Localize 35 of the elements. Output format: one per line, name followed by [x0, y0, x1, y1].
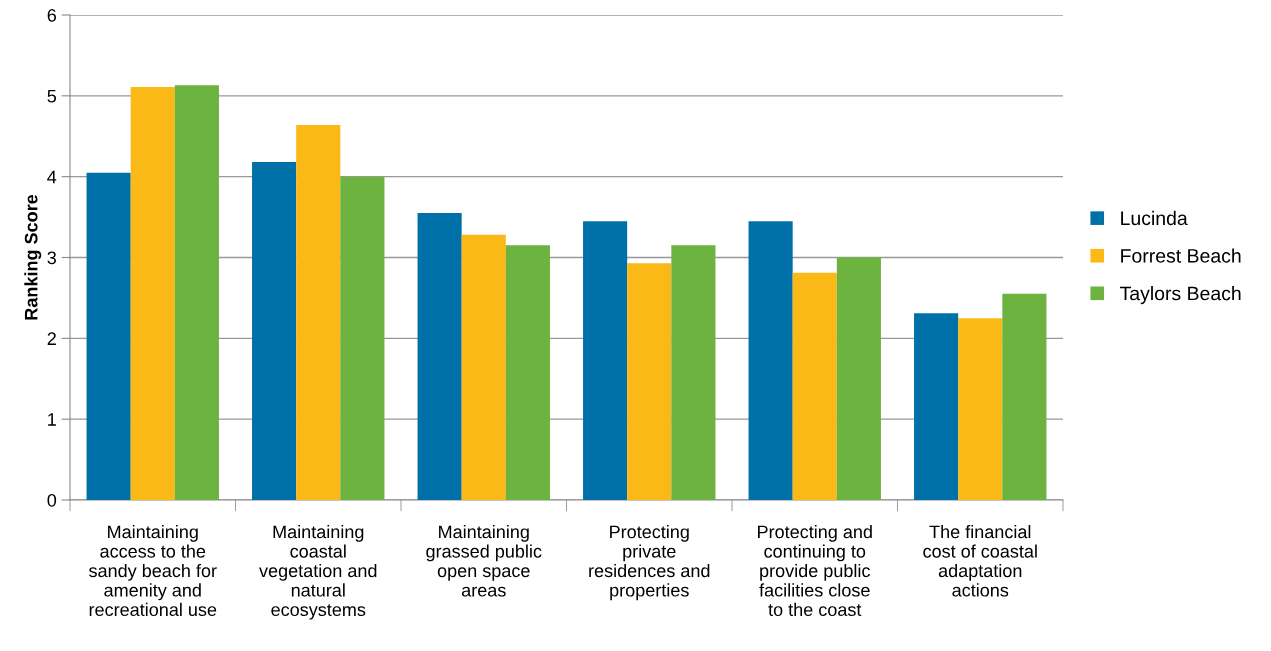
bar: [86, 172, 131, 500]
x-tick-label: Protecting and continuing to provide public facilities close to the coast: [758, 525, 872, 617]
x-tick-label: Protecting private residences and properties: [589, 525, 710, 601]
y-tick-label: 2: [47, 332, 56, 345]
y-tick-label: 0: [47, 493, 57, 507]
legend-label: Forrest Beach: [1121, 248, 1241, 263]
bar: [748, 221, 793, 500]
y-tick-label: 3: [47, 251, 57, 265]
bar: [627, 263, 672, 500]
bar: [296, 124, 341, 500]
x-tick-label: The financial cost of coastal adaptation actions: [923, 525, 1037, 597]
y-tick-label: 1: [48, 413, 56, 426]
bar: [958, 318, 1003, 500]
bar: [914, 313, 959, 500]
y-tick-label: 4: [47, 170, 57, 184]
bar: [505, 245, 550, 500]
bar: [252, 162, 297, 500]
bar: [417, 213, 462, 500]
bar: [583, 221, 628, 500]
x-tick-label: Maintaining grassed public open space areas: [426, 525, 542, 597]
y-axis-title: Ranking Score: [24, 194, 42, 320]
legend-label: Lucinda: [1121, 210, 1188, 226]
bar: [792, 272, 837, 500]
y-tick-label: 6: [47, 8, 57, 22]
x-tick-label: Maintaining access to the sandy beach for amenity and recreational use: [89, 525, 217, 617]
bar: [836, 257, 881, 500]
bar: [174, 85, 219, 500]
legend-label: Taylors Beach: [1120, 286, 1241, 305]
bar: [671, 245, 716, 500]
bar: [340, 176, 385, 500]
bar: [461, 234, 506, 500]
y-tick-label: 5: [47, 89, 57, 103]
x-tick-label: Maintaining coastal vegetation and natural ecosystems: [259, 525, 377, 620]
bar: [1002, 293, 1047, 500]
bar: [130, 86, 175, 500]
